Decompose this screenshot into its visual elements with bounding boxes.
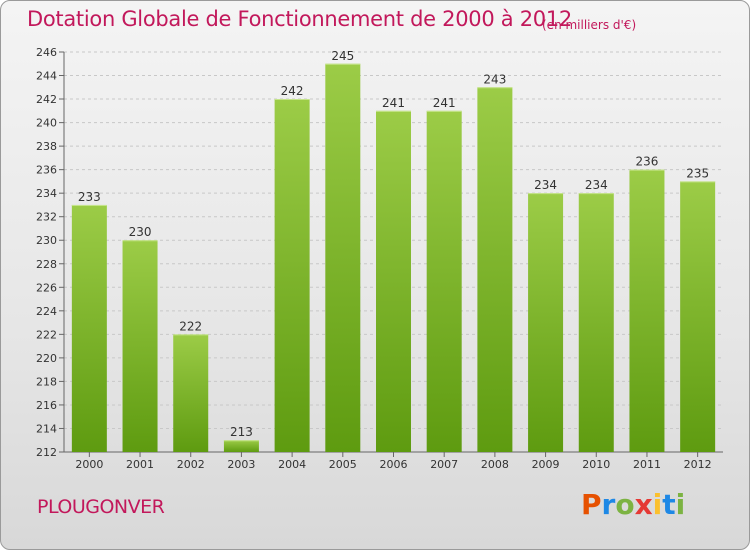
x-tick-label: 2007 bbox=[430, 458, 458, 471]
y-tick-label: 228 bbox=[36, 258, 57, 271]
x-tick-label: 2006 bbox=[380, 458, 408, 471]
y-tick-label: 232 bbox=[36, 211, 57, 224]
data-label: 241 bbox=[433, 96, 456, 110]
logo-letter: x bbox=[634, 488, 653, 521]
x-tick-label: 2010 bbox=[582, 458, 610, 471]
proxiti-logo: Proxiti bbox=[581, 488, 685, 521]
y-tick-label: 224 bbox=[36, 305, 57, 318]
logo-letter: i bbox=[652, 488, 663, 521]
bar-2009 bbox=[528, 193, 564, 453]
x-tick-label: 2005 bbox=[329, 458, 357, 471]
data-label: 235 bbox=[686, 166, 709, 180]
y-tick-label: 216 bbox=[36, 399, 57, 412]
data-label: 234 bbox=[585, 178, 608, 192]
y-tick-label: 234 bbox=[36, 187, 57, 200]
x-tick-label: 2008 bbox=[481, 458, 509, 471]
y-tick-label: 220 bbox=[36, 352, 57, 365]
y-tick-label: 238 bbox=[36, 140, 57, 153]
data-label: 222 bbox=[179, 319, 202, 333]
logo-letter: o bbox=[615, 488, 635, 521]
bar-2010 bbox=[578, 193, 614, 453]
data-label: 245 bbox=[331, 49, 354, 63]
x-tick-label: 2003 bbox=[227, 458, 255, 471]
x-tick-label: 2001 bbox=[126, 458, 154, 471]
chart-unit: (en milliers d'€) bbox=[542, 18, 637, 32]
y-tick-label: 222 bbox=[36, 328, 57, 341]
x-tick-label: 2009 bbox=[532, 458, 560, 471]
data-labels: 233 230 222 213 242 245 241 241 243 234 234 236 235 bbox=[78, 49, 709, 439]
y-tick-label: 240 bbox=[36, 117, 57, 130]
bar-2002 bbox=[173, 334, 209, 452]
bar-2003 bbox=[223, 440, 259, 452]
y-tick-labels: 212 214 216 218 220 222 224 226 228 230 232 234 236 2… bbox=[36, 46, 57, 459]
logo-letter: r bbox=[601, 488, 616, 521]
x-tick-labels: 2000 2001 2002 2003 2004 2005 2006 2007 2008 2009… bbox=[75, 452, 712, 471]
logo-letter: t bbox=[662, 488, 676, 521]
commune-name: PLOUGONVER bbox=[37, 496, 165, 518]
y-tick-label: 242 bbox=[36, 93, 57, 106]
logo-letter: i bbox=[675, 488, 686, 521]
data-label: 230 bbox=[129, 225, 152, 239]
bar-2004 bbox=[274, 99, 310, 452]
x-tick-label: 2000 bbox=[75, 458, 103, 471]
chart-title: Dotation Globale de Fonctionnement de 20… bbox=[27, 7, 572, 31]
bar-2011 bbox=[629, 169, 665, 452]
data-label: 213 bbox=[230, 425, 253, 439]
bar-2012 bbox=[680, 181, 716, 453]
y-tick-label: 230 bbox=[36, 234, 57, 247]
bars bbox=[71, 63, 716, 453]
data-label: 233 bbox=[78, 190, 101, 204]
y-tick-label: 214 bbox=[36, 422, 57, 435]
y-tick-label: 244 bbox=[36, 70, 57, 83]
x-tick-label: 2011 bbox=[633, 458, 661, 471]
y-tick-label: 218 bbox=[36, 375, 57, 388]
data-label: 241 bbox=[382, 96, 405, 110]
x-tick-label: 2012 bbox=[684, 458, 712, 471]
data-label: 236 bbox=[636, 155, 659, 169]
logo-letter: P bbox=[581, 488, 602, 521]
x-tick-label: 2002 bbox=[177, 458, 205, 471]
data-label: 242 bbox=[281, 84, 304, 98]
bar-2000 bbox=[71, 204, 107, 452]
y-tick-label: 226 bbox=[36, 281, 57, 294]
bar-2006 bbox=[376, 110, 411, 452]
data-label: 234 bbox=[534, 178, 557, 192]
bar-2007 bbox=[426, 110, 462, 452]
bar-2008 bbox=[477, 87, 513, 452]
y-tick-label: 246 bbox=[36, 46, 57, 59]
bar-2005 bbox=[325, 63, 361, 452]
y-tick-label: 212 bbox=[36, 446, 57, 459]
x-tick-label: 2004 bbox=[278, 458, 306, 471]
y-tick-label: 236 bbox=[36, 164, 57, 177]
bar-2001 bbox=[122, 240, 158, 452]
data-label: 243 bbox=[483, 72, 506, 86]
